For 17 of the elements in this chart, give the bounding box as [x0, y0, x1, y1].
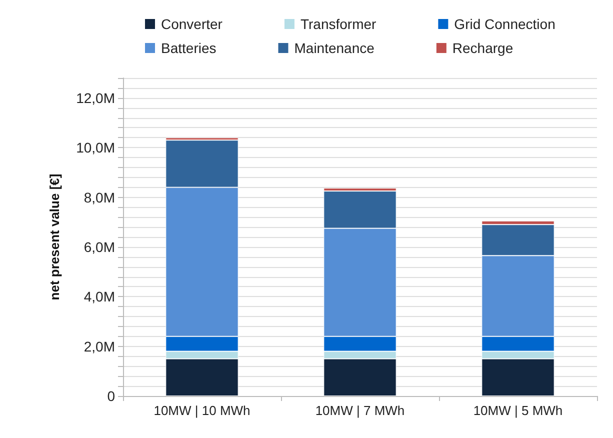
- y-tick-label: 4,0M: [84, 288, 115, 305]
- y-tick-label: 10,0M: [76, 140, 115, 156]
- y-tick-label: 0: [107, 388, 116, 404]
- legend-label: Transformer: [300, 16, 377, 32]
- y-tick-label: 6,0M: [84, 238, 115, 255]
- legend-label: Batteries: [161, 40, 216, 56]
- legend-label: Recharge: [452, 40, 514, 56]
- x-tick-label: 10MW | 10 MWh: [154, 403, 250, 418]
- y-axis-title: net present value [€]: [47, 174, 62, 300]
- legend-label: Converter: [161, 16, 223, 32]
- legend-label: Maintenance: [294, 40, 375, 56]
- legend-label: Grid Connection: [454, 16, 556, 32]
- x-tick-label: 10MW | 5 MWh: [473, 403, 563, 418]
- y-tick-label: 8,0M: [84, 189, 115, 206]
- x-tick-label: 10MW | 7 MWh: [315, 403, 405, 418]
- y-tick-label: 2,0M: [84, 338, 115, 354]
- y-tick-label: 12,0M: [76, 90, 115, 106]
